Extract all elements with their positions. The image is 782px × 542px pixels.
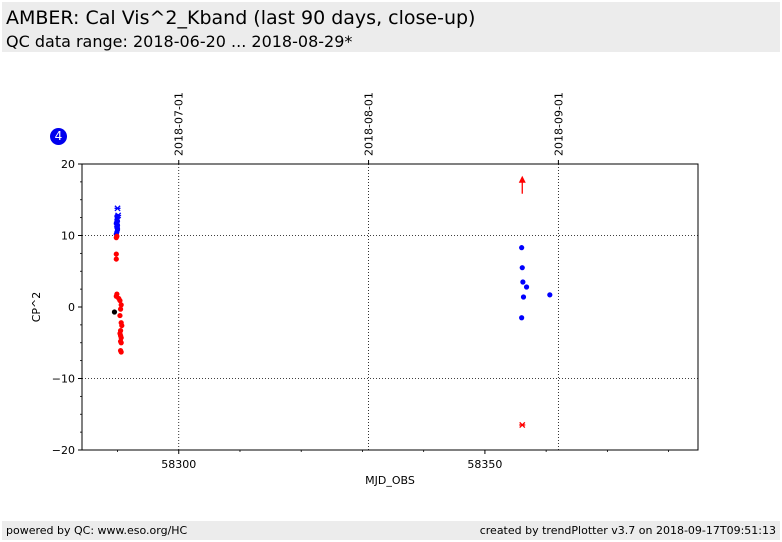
data-point (547, 292, 553, 298)
data-point (520, 279, 526, 285)
data-point (520, 294, 527, 300)
data-point (118, 349, 124, 355)
top-date-label: 2018-08-01 (363, 92, 376, 156)
chart-title: AMBER: Cal Vis^2_Kband (last 90 days, cl… (6, 7, 476, 29)
top-date-label: 2018-09-01 (552, 92, 565, 156)
footer-credit: powered by QC: www.eso.org/HC (6, 524, 188, 537)
data-point-out-of-range-arrow (518, 175, 526, 194)
data-point (519, 265, 525, 271)
data-point (118, 302, 124, 308)
data-point (117, 312, 123, 319)
data-point (113, 251, 119, 257)
footer-created-by: created by trendPlotter v3.7 on 2018-09-… (479, 524, 776, 537)
data-point (118, 340, 124, 346)
header-band: AMBER: Cal Vis^2_Kband (last 90 days, cl… (2, 2, 780, 52)
data-point-cross (113, 221, 120, 228)
data-point-cross (115, 212, 122, 219)
data-point-cross (519, 421, 526, 429)
data-point (111, 309, 118, 315)
y-tick-label: 10 (61, 230, 75, 243)
data-point (113, 256, 119, 262)
data-point-cross (114, 205, 121, 212)
top-date-label: 2018-07-01 (173, 92, 186, 156)
data-point (523, 284, 530, 290)
y-tick-label: 20 (61, 158, 75, 171)
x-tick-label: 58300 (161, 458, 196, 471)
x-tick-label: 58350 (467, 458, 502, 471)
data-point (519, 245, 525, 251)
chart-subtitle: QC data range: 2018-06-20 ... 2018-08-29… (6, 32, 353, 51)
panel-number-badge: 4 (50, 128, 67, 145)
x-axis-label: MJD_OBS (365, 474, 415, 487)
data-point (114, 225, 121, 231)
plot-frame (81, 163, 699, 451)
y-tick-label: 0 (68, 301, 75, 314)
y-axis-label: CP^2 (30, 292, 43, 323)
y-tick-label: −20 (52, 444, 75, 457)
y-tick-label: −10 (52, 373, 75, 386)
data-point (119, 322, 125, 329)
data-point (117, 297, 123, 304)
data-point (117, 306, 124, 312)
data-point (519, 315, 525, 321)
footer-band: powered by QC: www.eso.org/HC created by… (2, 521, 780, 540)
data-point (114, 233, 120, 239)
